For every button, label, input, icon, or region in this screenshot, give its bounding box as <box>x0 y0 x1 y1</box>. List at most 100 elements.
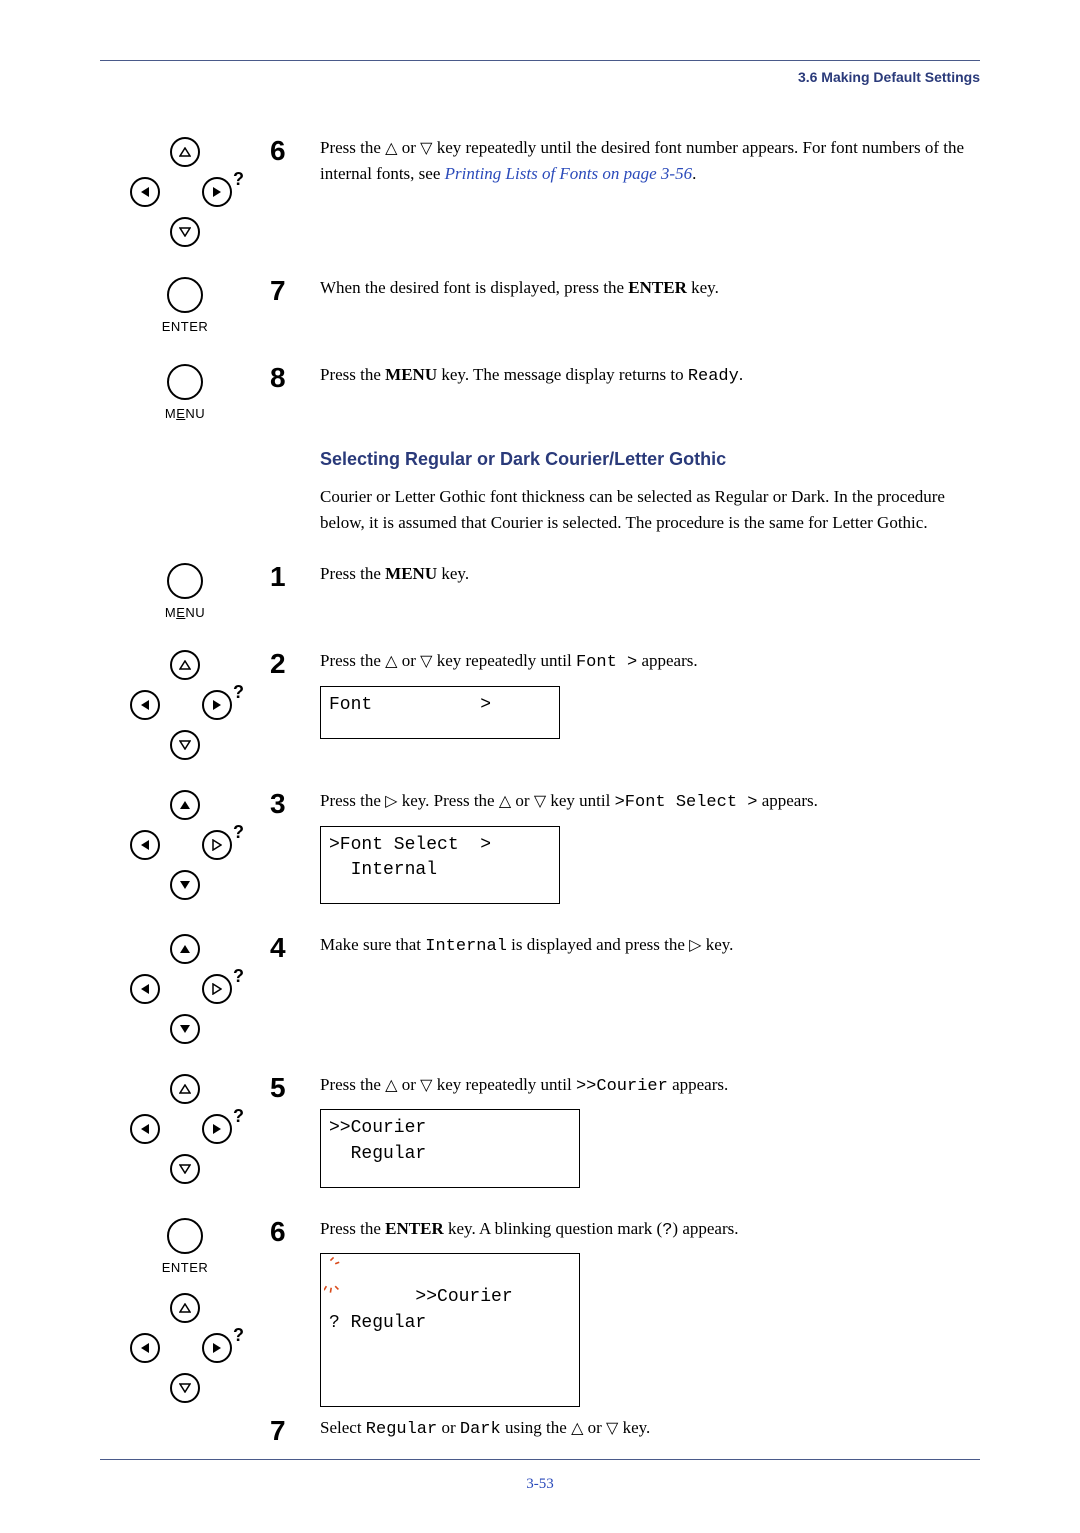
text: key. <box>701 935 733 954</box>
text: . <box>739 365 743 384</box>
bottom-rule <box>100 1459 980 1460</box>
step-text: Select Regular or Dark using the △ or ▽ … <box>320 1415 980 1445</box>
menu-label: MENU <box>165 406 205 421</box>
text: or <box>397 651 420 670</box>
up-triangle-icon: △ <box>571 1421 583 1437</box>
text: Press the <box>320 564 385 583</box>
navpad-icon: ? <box>130 650 240 760</box>
icon-col: ? <box>100 648 270 760</box>
left-icon <box>130 830 160 860</box>
question-mark-icon: ? <box>233 682 244 703</box>
left-icon <box>130 690 160 720</box>
right-icon <box>202 974 232 1004</box>
down-triangle-icon: ▽ <box>606 1421 618 1437</box>
text: key repeatedly until <box>432 651 576 670</box>
text: key. The message display returns to <box>437 365 688 384</box>
bold-text: MENU <box>385 564 437 583</box>
text: key. A blinking question mark ( <box>444 1219 662 1238</box>
navpad-icon: ? <box>130 934 240 1044</box>
text: Press the <box>320 651 385 670</box>
step-row: ? 5 Press the △ or ▽ key repeatedly unti… <box>100 1072 980 1188</box>
icon-col: ENTER ? <box>100 1216 270 1407</box>
step-number: 6 <box>270 1216 320 1407</box>
circle-icon <box>167 1218 203 1254</box>
menu-button-icon: MENU <box>165 563 205 620</box>
mono-text: Internal <box>425 937 507 956</box>
text: using the <box>501 1418 571 1437</box>
text: Press the <box>320 1219 385 1238</box>
text: key. <box>687 278 719 297</box>
right-triangle-icon: ▷ <box>385 794 397 810</box>
step-number: 4 <box>270 932 320 1044</box>
right-triangle-icon: ▷ <box>689 938 701 954</box>
bold-text: ENTER <box>385 1219 444 1238</box>
down-icon <box>170 1373 200 1403</box>
step-row: MENU 8 Press the MENU key. The message d… <box>100 362 980 421</box>
step-number: 6 <box>270 135 320 247</box>
circle-icon <box>167 563 203 599</box>
question-mark-icon: ? <box>233 1325 244 1346</box>
circle-icon <box>167 364 203 400</box>
link-printing-lists[interactable]: Printing Lists of Fonts on page 3-56 <box>445 164 692 183</box>
up-icon <box>170 1074 200 1104</box>
right-icon <box>202 1333 232 1363</box>
step-number: 5 <box>270 1072 320 1188</box>
mono-text: ? <box>662 1221 672 1240</box>
enter-label: ENTER <box>162 1260 209 1275</box>
text: appears. <box>668 1075 728 1094</box>
step-row: ? 2 Press the △ or ▽ key repeatedly unti… <box>100 648 980 760</box>
text: or <box>437 1418 460 1437</box>
step-row: 7 Select Regular or Dark using the △ or … <box>100 1415 980 1445</box>
page-number: 3-53 <box>100 1476 980 1493</box>
bold-text: MENU <box>385 365 437 384</box>
step-row: ENTER ? 6 Press the ENTER key. A blinkin… <box>100 1216 980 1407</box>
left-icon <box>130 1114 160 1144</box>
step-text: Press the MENU key. <box>320 561 980 620</box>
icon-col: ? <box>100 135 270 247</box>
navpad-icon: ? <box>130 790 240 900</box>
step-row: MENU 1 Press the MENU key. <box>100 561 980 620</box>
icon-col: ENTER <box>100 275 270 334</box>
text: is displayed and press the <box>507 935 689 954</box>
text: key. <box>437 564 469 583</box>
step-row: ? 6 Press the △ or ▽ key repeatedly unti… <box>100 135 980 247</box>
step-text: Press the △ or ▽ key repeatedly until th… <box>320 135 980 247</box>
mono-text: >Font Select > <box>615 793 758 812</box>
circle-icon <box>167 277 203 313</box>
down-icon <box>170 1014 200 1044</box>
blink-cursor-icon <box>324 1256 340 1294</box>
text: . <box>692 164 696 183</box>
up-triangle-icon: △ <box>499 794 511 810</box>
mono-text: >>Courier <box>576 1077 668 1096</box>
text: Press the <box>320 138 385 157</box>
text: Press the <box>320 791 385 810</box>
icon-col: ? <box>100 788 270 904</box>
text: Press the <box>320 1075 385 1094</box>
up-icon <box>170 137 200 167</box>
lcd-display: >Font Select > Internal <box>320 826 560 904</box>
up-icon <box>170 934 200 964</box>
enter-button-icon: ENTER <box>162 277 209 334</box>
step-number: 7 <box>270 275 320 334</box>
text: or <box>397 138 420 157</box>
step-number: 2 <box>270 648 320 760</box>
step-text: Press the ENTER key. A blinking question… <box>320 1216 980 1407</box>
text: key. Press the <box>397 791 498 810</box>
step-text: When the desired font is displayed, pres… <box>320 275 980 334</box>
up-icon <box>170 790 200 820</box>
text: Make sure that <box>320 935 425 954</box>
step-row: ENTER 7 When the desired font is display… <box>100 275 980 334</box>
lcd-display: >>Courier Regular <box>320 1109 580 1187</box>
text: or <box>583 1418 606 1437</box>
step-number: 3 <box>270 788 320 904</box>
down-icon <box>170 870 200 900</box>
down-triangle-icon: ▽ <box>420 1078 432 1094</box>
step-row: ? 3 Press the ▷ key. Press the △ or ▽ ke… <box>100 788 980 904</box>
up-icon <box>170 1293 200 1323</box>
top-rule <box>100 60 980 61</box>
step-text: Press the △ or ▽ key repeatedly until >>… <box>320 1072 980 1188</box>
display-text: >>Courier ? Regular <box>329 1287 513 1332</box>
step-number: 1 <box>270 561 320 620</box>
text: appears. <box>637 651 697 670</box>
right-icon <box>202 830 232 860</box>
